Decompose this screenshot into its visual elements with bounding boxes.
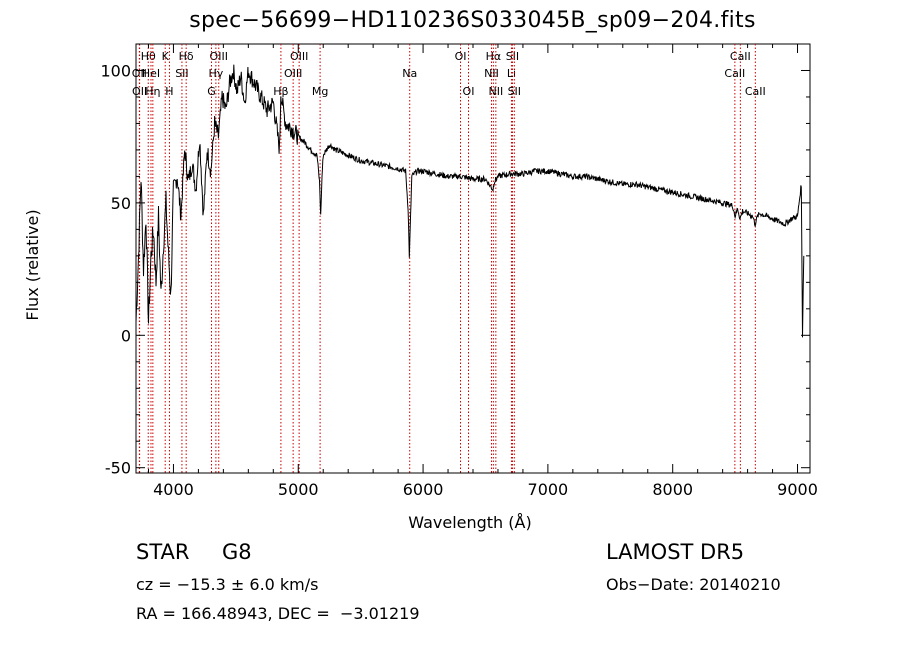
line-marker-label-6: SII xyxy=(175,67,188,80)
line-marker-label-17: OI xyxy=(455,50,467,63)
line-marker-label-27: CaII xyxy=(745,85,766,98)
chart-title: spec−56699−HD110236S033045B_sp09−204.fit… xyxy=(189,8,756,33)
line-marker-label-20: SII xyxy=(506,50,519,63)
line-marker-label-12: OIII xyxy=(290,50,308,63)
line-marker-label-3: HeI xyxy=(142,67,160,80)
line-marker-label-0: Hθ xyxy=(141,50,156,63)
axes xyxy=(135,43,811,474)
line-marker-label-5: K xyxy=(162,50,170,63)
line-marker-label-8: Hδ xyxy=(179,50,194,63)
subclass: G8 xyxy=(222,540,252,564)
survey-name: LAMOST DR5 xyxy=(606,540,745,564)
line-marker-label-22: Li xyxy=(507,67,516,80)
line-marker-label-4: Hη xyxy=(145,85,160,98)
x-tick-label-0: 4000 xyxy=(153,480,194,499)
line-marker-label-11: G xyxy=(207,85,216,98)
x-tick-label-2: 6000 xyxy=(403,480,444,499)
x-tick-label-3: 7000 xyxy=(528,480,569,499)
line-marker-label-13: OIII xyxy=(284,67,302,80)
y-tick-label-3: 100 xyxy=(100,61,131,80)
ticks: 4000 5000 6000 7000 8000 9000 -50 0 50 100 xyxy=(100,43,818,499)
line-marker-label-24: SII xyxy=(508,85,521,98)
redshift: cz = −15.3 ± 6.0 km/s xyxy=(136,575,319,594)
y-tick-label-0: -50 xyxy=(105,459,131,478)
line-marker-label-26: CaII xyxy=(724,67,745,80)
y-tick-label-2: 50 xyxy=(111,194,131,213)
y-tick-label-1: 0 xyxy=(121,326,131,345)
line-marker-label-2: OII xyxy=(132,85,147,98)
line-marker-label-10: Hγ xyxy=(208,67,223,80)
object-type: STAR xyxy=(136,540,190,564)
line-marker-label-7: H xyxy=(165,85,173,98)
coordinates: RA = 166.48943, DEC = −3.01219 xyxy=(136,604,420,623)
line-marker-label-18: OI xyxy=(463,85,475,98)
series-line-0 xyxy=(135,64,805,338)
line-marker-label-21: NII xyxy=(484,67,499,80)
x-axis-label: Wavelength (Å) xyxy=(408,513,531,532)
line-marker-label-9: OIII xyxy=(210,50,228,63)
line-marker-label-23: NII xyxy=(488,85,503,98)
obs-date: Obs−Date: 20140210 xyxy=(606,575,781,594)
x-tick-label-1: 5000 xyxy=(278,480,319,499)
line-marker-label-15: Mg xyxy=(312,85,328,98)
line-marker-label-14: Hβ xyxy=(273,85,288,98)
series xyxy=(135,64,805,338)
line-marker-label-16: Na xyxy=(402,67,417,80)
x-tick-label-4: 8000 xyxy=(652,480,693,499)
line-marker-label-25: CaII xyxy=(730,50,751,63)
x-tick-label-5: 9000 xyxy=(777,480,818,499)
y-axis-label: Flux (relative) xyxy=(23,209,42,320)
plot-frame xyxy=(135,43,811,474)
line-marker-label-19: Hα xyxy=(486,50,502,63)
